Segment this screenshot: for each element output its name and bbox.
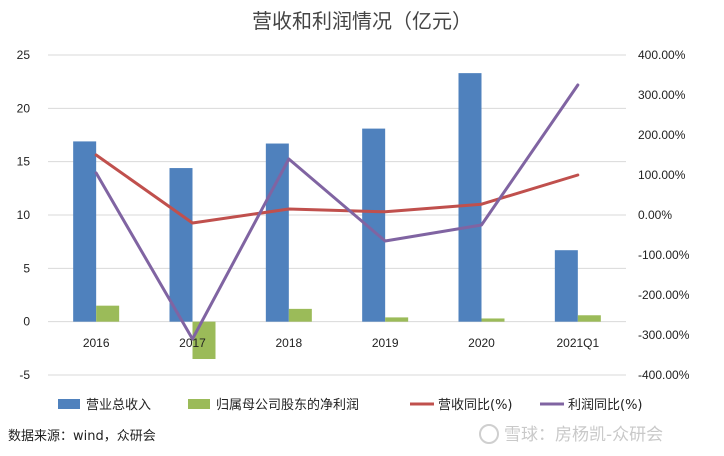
left-tick-label: 25 [17, 48, 31, 62]
right-tick-label: 100.00% [638, 168, 686, 182]
profit-bar [96, 305, 120, 322]
watermark-logo-icon [479, 424, 499, 444]
left-tick-label: -5 [19, 368, 30, 382]
lines [94, 83, 580, 341]
legend-swatch [58, 399, 80, 409]
profit-bar [288, 308, 312, 322]
bars [73, 73, 601, 359]
profit-growth-line [94, 83, 580, 341]
left-tick-label: 10 [17, 208, 31, 222]
watermark-text: 雪球：房杨凯-众研会 [504, 425, 663, 445]
x-tick-label: 2021Q1 [556, 336, 599, 350]
right-tick-label: 200.00% [638, 128, 686, 142]
right-tick-label: -200.00% [638, 288, 690, 302]
right-tick-label: -400.00% [638, 368, 690, 382]
revenue-bar [265, 143, 289, 322]
left-axis: -5 0 5 10 15 20 25 [17, 48, 31, 382]
gridlines [48, 54, 626, 376]
profit-bar [481, 318, 505, 322]
profit-bar [385, 317, 409, 322]
legend: 营业总收入 归属母公司股东的净利润 营收同比(%) 利润同比(%) [58, 397, 643, 413]
legend-label: 营业总收入 [86, 398, 151, 413]
chart-title: 营收和利润情况（亿元） [252, 9, 472, 33]
revenue-bar [73, 141, 97, 322]
legend-label: 利润同比(%) [568, 398, 643, 413]
legend-swatch [188, 399, 210, 409]
left-tick-label: 5 [23, 261, 30, 275]
source-note: 数据来源：wind，众研会 [8, 429, 156, 444]
revenue-bar [458, 73, 482, 322]
right-tick-label: 400.00% [638, 48, 686, 62]
right-tick-label: 300.00% [638, 88, 686, 102]
revenue-bar [169, 168, 193, 322]
x-tick-label: 2018 [275, 336, 302, 350]
left-tick-label: 0 [23, 315, 30, 329]
x-tick-label: 2020 [468, 336, 495, 350]
left-tick-label: 15 [17, 155, 31, 169]
x-tick-label: 2019 [372, 336, 399, 350]
revenue-bar [554, 250, 578, 322]
right-tick-label: -100.00% [638, 248, 690, 262]
watermark: 雪球：房杨凯-众研会 [479, 424, 663, 445]
legend-label: 归属母公司股东的净利润 [216, 397, 359, 413]
left-tick-label: 20 [17, 101, 31, 115]
revenue-bar [362, 128, 386, 322]
right-tick-label: 0.00% [638, 208, 672, 222]
x-tick-label: 2017 [179, 336, 206, 350]
x-axis: 2016 2017 2018 2019 2020 2021Q1 [83, 336, 600, 350]
x-tick-label: 2016 [83, 336, 110, 350]
profit-bar [577, 315, 601, 322]
right-axis: -400.00% -300.00% -200.00% -100.00% 0.00% 100… [638, 48, 690, 382]
legend-label: 营收同比(%) [438, 398, 513, 413]
right-tick-label: -300.00% [638, 328, 690, 342]
